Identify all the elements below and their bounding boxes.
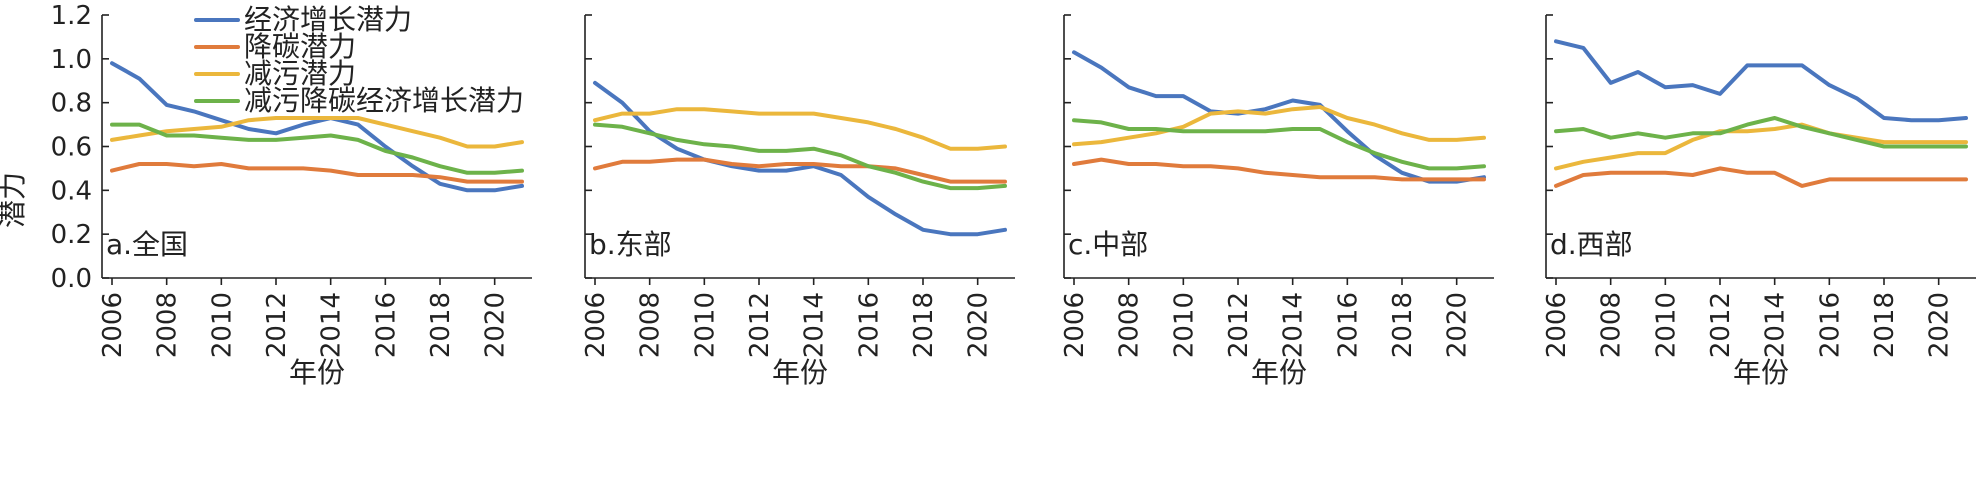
- x-tick-label: 2020: [1443, 292, 1473, 358]
- panel-label: a.全国: [106, 228, 188, 261]
- x-tick-label: 2018: [909, 292, 939, 358]
- x-tick-label: 2018: [1870, 292, 1900, 358]
- x-tick-label: 2006: [1542, 292, 1572, 358]
- x-tick-label: 2010: [1651, 292, 1681, 358]
- y-tick-label: 1.0: [51, 45, 92, 75]
- panel-2: 2006 2008 2010 2012 2014 2016 2018 2020 年份 b.东部: [581, 14, 1015, 389]
- x-tick-label: 2008: [1115, 292, 1145, 358]
- x-tick-label: 2020: [1925, 292, 1955, 358]
- x-tick-label: 2010: [207, 292, 237, 358]
- x-tick-label: 2012: [1224, 292, 1254, 358]
- x-tick-label: 2010: [1169, 292, 1199, 358]
- panel-4: 2006 2008 2010 2012 2014 2016 2018 2020 年份 d.西部: [1542, 14, 1976, 389]
- y-tick-label: 0.6: [51, 133, 92, 163]
- x-tick-label: 2018: [1388, 292, 1418, 358]
- x-axis-title: 年份: [772, 356, 828, 389]
- x-tick-label: 2012: [1706, 292, 1736, 358]
- panel-label: d.西部: [1550, 228, 1633, 261]
- legend-label: 降碳潜力: [244, 30, 356, 63]
- y-tick-label: 0.2: [51, 220, 92, 250]
- x-tick-label: 2014: [317, 292, 347, 358]
- x-tick-label: 2020: [964, 292, 994, 358]
- x-axis-title: 年份: [289, 356, 345, 389]
- y-tick-label: 0.8: [51, 89, 92, 119]
- x-tick-label: 2008: [1597, 292, 1627, 358]
- x-tick-label: 2010: [690, 292, 720, 358]
- x-tick-label: 2008: [153, 292, 183, 358]
- x-tick-label: 2006: [581, 292, 611, 358]
- x-tick-label: 2014: [1279, 292, 1309, 358]
- x-axis-title: 年份: [1733, 356, 1789, 389]
- series-line-2: [1554, 166, 1968, 188]
- series-line-1: [1072, 50, 1486, 184]
- series-line-4: [110, 122, 524, 175]
- legend-label: 经济增长潜力: [244, 3, 412, 36]
- x-tick-label: 2020: [481, 292, 511, 358]
- x-tick-label: 2006: [98, 292, 128, 358]
- x-axis-title: 年份: [1251, 356, 1307, 389]
- x-tick-label: 2018: [426, 292, 456, 358]
- series-line-2: [593, 157, 1007, 184]
- y-tick-label: 0.4: [51, 176, 92, 206]
- x-tick-label: 2016: [854, 292, 884, 358]
- y-tick-label: 1.2: [51, 1, 92, 31]
- y-axis-title: 潜力: [0, 172, 29, 228]
- panel-label: c.中部: [1068, 228, 1148, 261]
- x-tick-label: 2012: [745, 292, 775, 358]
- series-line-3: [1554, 122, 1968, 171]
- series-line-3: [1072, 105, 1486, 147]
- x-tick-label: 2014: [800, 292, 830, 358]
- panel-label: b.东部: [589, 228, 672, 261]
- x-tick-label: 2008: [636, 292, 666, 358]
- x-tick-label: 2012: [262, 292, 292, 358]
- legend-label: 减污降碳经济增长潜力: [244, 84, 524, 117]
- series-line-1: [1554, 39, 1968, 123]
- y-tick-label: 0.0: [51, 264, 92, 294]
- series-line-4: [1072, 118, 1486, 171]
- x-tick-label: 2016: [1333, 292, 1363, 358]
- panel-3: 2006 2008 2010 2012 2014 2016 2018 2020 年份 c.中部: [1060, 14, 1494, 389]
- series-line-4: [593, 122, 1007, 191]
- series-line-4: [1554, 116, 1968, 149]
- series-line-2: [110, 162, 524, 184]
- series-line-1: [110, 61, 524, 193]
- legend-label: 减污潜力: [244, 57, 356, 90]
- series-line-2: [1072, 157, 1486, 182]
- x-tick-label: 2014: [1761, 292, 1791, 358]
- legend-item: 减污潜力: [194, 57, 356, 90]
- x-tick-label: 2006: [1060, 292, 1090, 358]
- x-tick-label: 2016: [371, 292, 401, 358]
- legend-item: 降碳潜力: [194, 30, 356, 63]
- legend-item: 经济增长潜力: [194, 3, 412, 36]
- legend-item: 减污降碳经济增长潜力: [194, 84, 524, 117]
- series-line-3: [593, 107, 1007, 151]
- x-tick-label: 2016: [1815, 292, 1845, 358]
- chart-panels: 0.0 0.2 0.4 0.6 0.8 1.0 1.2 2006 2008 2010 2012 201…: [51, 1, 1976, 389]
- series-line-1: [593, 80, 1007, 237]
- panel-1: 0.0 0.2 0.4 0.6 0.8 1.0 1.2 2006 2008 2010 2012 201…: [51, 1, 532, 389]
- series-line-3: [110, 116, 524, 149]
